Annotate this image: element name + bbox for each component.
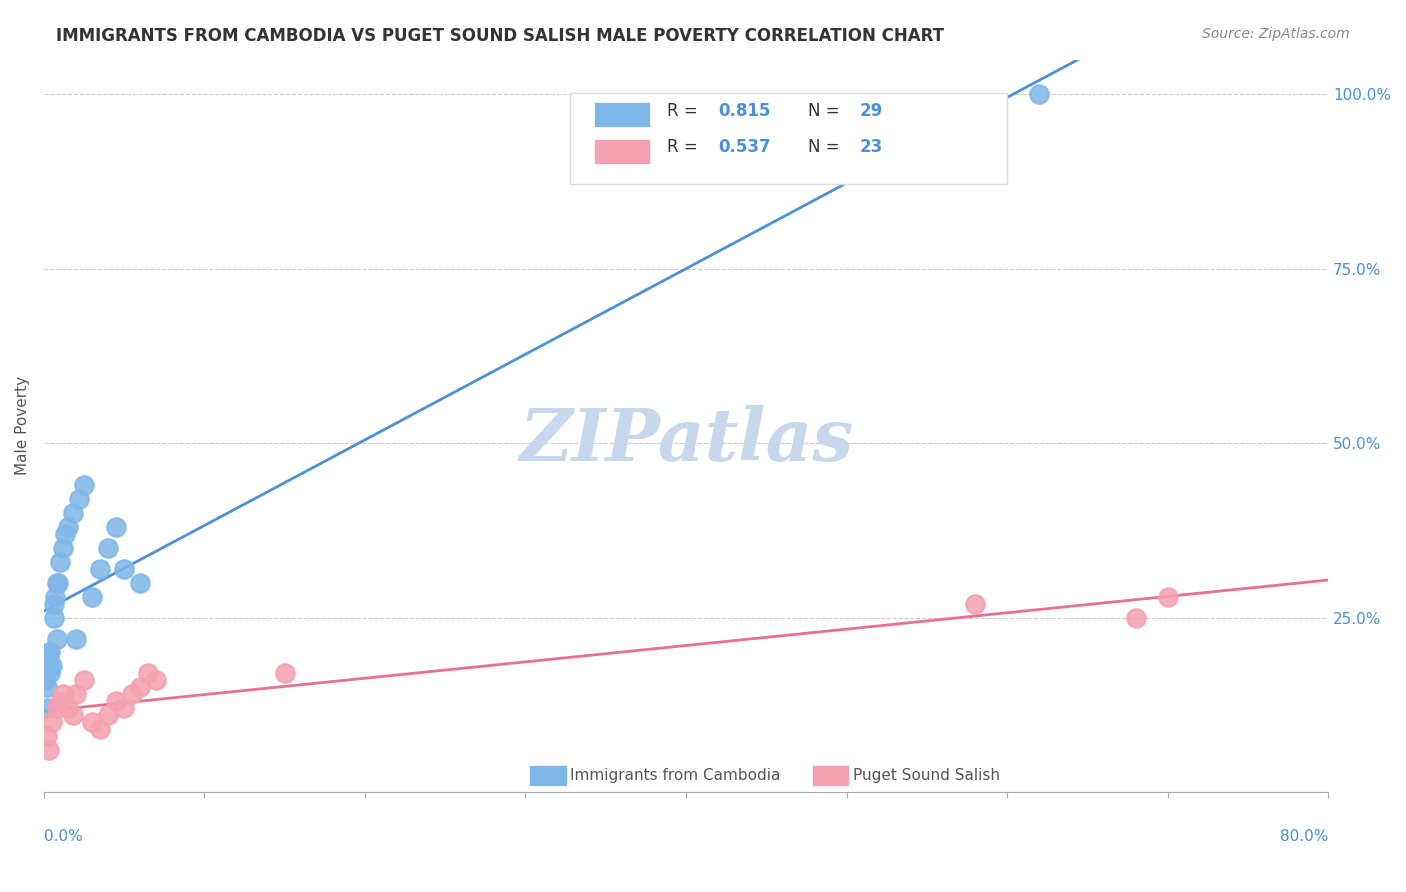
Point: [65, 632, 87, 646]
Point: [963, 597, 986, 611]
Point: [38, 645, 60, 659]
FancyBboxPatch shape: [811, 764, 849, 786]
Point: [121, 687, 143, 701]
Point: [67, 491, 90, 506]
Point: [80, 590, 103, 604]
Point: [145, 673, 167, 688]
Text: R =: R =: [666, 138, 703, 156]
Point: [62, 708, 84, 723]
Point: [56, 520, 79, 534]
Text: R =: R =: [666, 102, 703, 120]
Point: [45, 575, 67, 590]
Point: [39, 666, 62, 681]
FancyBboxPatch shape: [571, 93, 1007, 184]
Point: [80, 715, 103, 730]
FancyBboxPatch shape: [593, 138, 650, 163]
Point: [46, 575, 69, 590]
FancyBboxPatch shape: [529, 764, 567, 786]
Point: [34, 673, 56, 688]
Point: [38, 652, 60, 666]
Point: [1028, 87, 1050, 102]
FancyBboxPatch shape: [593, 102, 650, 127]
Text: 80.0%: 80.0%: [1279, 829, 1329, 844]
Point: [97, 708, 120, 723]
Point: [1125, 610, 1147, 624]
Point: [129, 681, 152, 695]
Point: [52, 541, 75, 555]
Point: [89, 722, 111, 736]
Text: Puget Sound Salish: Puget Sound Salish: [853, 768, 1000, 783]
Text: 23: 23: [859, 138, 883, 156]
Text: 29: 29: [859, 102, 883, 120]
Point: [38, 743, 60, 757]
Point: [49, 694, 72, 708]
Point: [89, 562, 111, 576]
Text: N =: N =: [808, 138, 845, 156]
Point: [62, 506, 84, 520]
Point: [52, 687, 75, 701]
Point: [35, 729, 58, 743]
Point: [56, 701, 79, 715]
Point: [136, 666, 159, 681]
Point: [73, 673, 96, 688]
Point: [129, 575, 152, 590]
Text: ZIPatlas: ZIPatlas: [519, 405, 853, 476]
Point: [112, 701, 135, 715]
Point: [44, 590, 66, 604]
Text: IMMIGRANTS FROM CAMBODIA VS PUGET SOUND SALISH MALE POVERTY CORRELATION CHART: IMMIGRANTS FROM CAMBODIA VS PUGET SOUND …: [56, 27, 945, 45]
Point: [45, 701, 67, 715]
Point: [41, 715, 63, 730]
Point: [53, 527, 76, 541]
Point: [35, 701, 58, 715]
Text: Source: ZipAtlas.com: Source: ZipAtlas.com: [1202, 27, 1350, 41]
Point: [65, 687, 87, 701]
Point: [97, 541, 120, 555]
Point: [35, 681, 58, 695]
Point: [41, 659, 63, 673]
Text: 0.537: 0.537: [718, 138, 770, 156]
Point: [45, 632, 67, 646]
Point: [112, 562, 135, 576]
Text: 0.815: 0.815: [718, 102, 770, 120]
Point: [273, 666, 295, 681]
Point: [42, 610, 65, 624]
Point: [42, 597, 65, 611]
Text: Immigrants from Cambodia: Immigrants from Cambodia: [571, 768, 780, 783]
Point: [105, 520, 128, 534]
Y-axis label: Male Poverty: Male Poverty: [15, 376, 30, 475]
Text: N =: N =: [808, 102, 845, 120]
Point: [1156, 590, 1178, 604]
Point: [39, 645, 62, 659]
Point: [73, 478, 96, 492]
Text: 0.0%: 0.0%: [44, 829, 83, 844]
Point: [49, 555, 72, 569]
Point: [105, 694, 128, 708]
